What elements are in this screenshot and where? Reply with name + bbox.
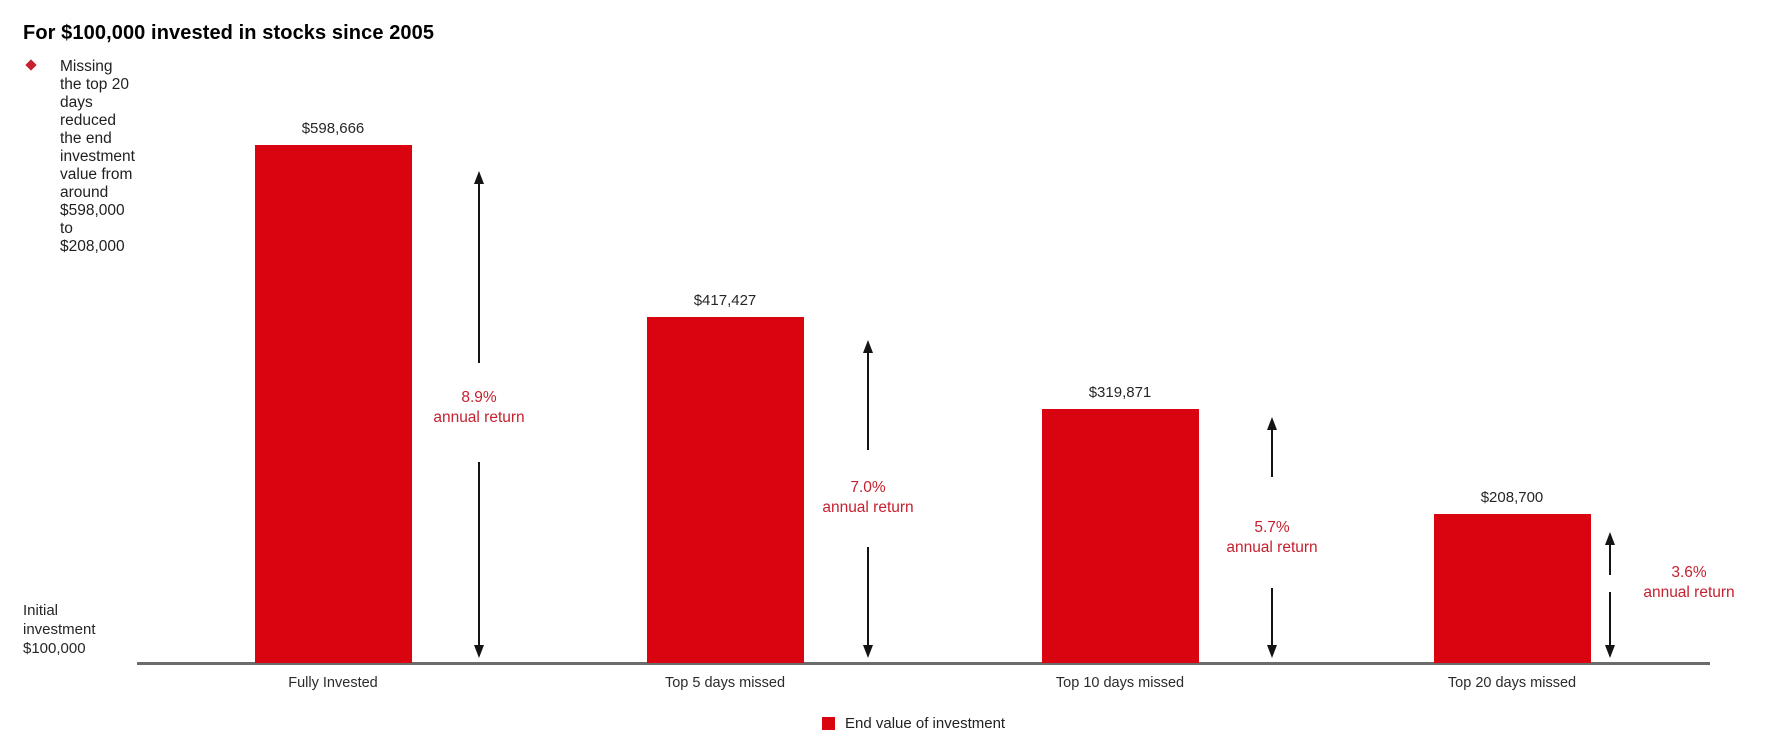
chart-subtitle: Missing the top 20 days reduced the end …	[60, 58, 135, 255]
legend-swatch-icon	[822, 717, 835, 730]
x-axis-line	[137, 662, 1710, 665]
arrow-up-head-icon	[1267, 417, 1277, 430]
arrow-up-head-icon	[863, 340, 873, 353]
annual-return-word: annual return	[433, 409, 525, 426]
arrow-down-head-icon	[1267, 645, 1277, 658]
arrow-up-head-icon	[1605, 532, 1615, 545]
arrow-down-head-icon	[474, 645, 484, 658]
annual-return-percent: 8.9%	[461, 389, 497, 406]
annual-return-word: annual return	[1643, 584, 1735, 601]
legend: End value of investment	[822, 715, 1005, 732]
arrow-down-head-icon	[863, 645, 873, 658]
category-label: Top 10 days missed	[1055, 675, 1185, 691]
arrow-down-head-icon	[1605, 645, 1615, 658]
category-label: Top 20 days missed	[1447, 675, 1577, 691]
bar	[254, 145, 412, 663]
bar-value-label: $319,871	[1088, 383, 1152, 401]
chart-title: For $100,000 invested in stocks since 20…	[23, 22, 435, 44]
arrow-line-lower	[1271, 588, 1273, 646]
annual-return-percent: 5.7%	[1254, 519, 1290, 536]
bar-value-label: $208,700	[1480, 488, 1544, 506]
bar-value-label: $417,427	[693, 291, 757, 309]
arrow-line-upper	[867, 352, 869, 450]
diamond-bullet-icon	[25, 59, 37, 71]
arrow-line-lower	[867, 547, 869, 646]
arrow-up-head-icon	[474, 171, 484, 184]
arrow-line-upper	[1609, 544, 1611, 575]
bar	[1041, 408, 1199, 663]
annual-return-word: annual return	[822, 499, 914, 516]
arrow-line-lower	[478, 462, 480, 646]
annual-return-word: annual return	[1226, 539, 1318, 556]
category-label: Fully Invested	[288, 675, 378, 691]
annual-return-annotation: 5.7% annual return	[1187, 518, 1357, 558]
annual-return-annotation: 7.0% annual return	[783, 478, 953, 518]
category-label: Top 5 days missed	[664, 675, 786, 691]
baseline-axis-label: Initial investment $100,000	[23, 602, 96, 657]
arrow-line-upper	[478, 183, 480, 363]
legend-label: End value of investment	[845, 715, 1006, 732]
annual-return-annotation: 3.6% annual return	[1604, 563, 1774, 603]
arrow-line-lower	[1609, 592, 1611, 646]
bar-value-label: $598,666	[301, 120, 365, 138]
annual-return-percent: 3.6%	[1671, 564, 1707, 581]
bar	[646, 316, 804, 663]
bar	[1433, 513, 1591, 663]
annual-return-percent: 7.0%	[850, 479, 886, 496]
arrow-line-upper	[1271, 429, 1273, 477]
annual-return-annotation: 8.9% annual return	[394, 388, 564, 428]
